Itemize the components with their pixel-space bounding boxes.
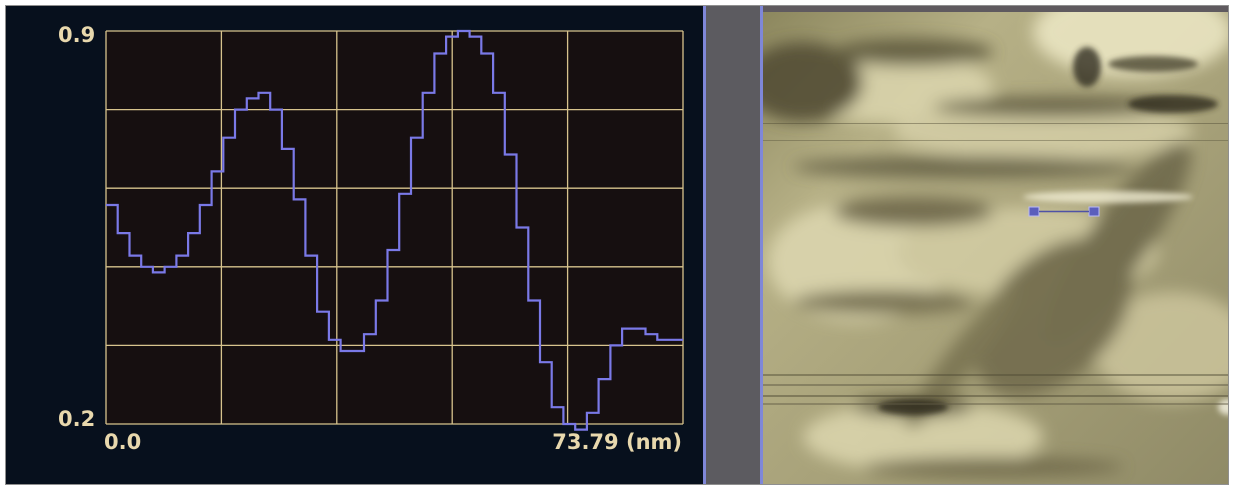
x-axis-end-label: 73.79 (nm) bbox=[552, 430, 682, 454]
line-profile-panel: 0.9 0.2 0.0 73.79 (nm) bbox=[6, 6, 703, 484]
screenshot-frame: 0.9 0.2 0.0 73.79 (nm) bbox=[5, 5, 1229, 485]
topography-image-panel bbox=[763, 12, 1228, 484]
line-profile-chart: 0.9 0.2 0.0 73.79 (nm) bbox=[58, 23, 684, 454]
y-axis-bottom-label: 0.2 bbox=[58, 407, 95, 431]
grid-lines bbox=[105, 30, 684, 425]
profile-series-line bbox=[106, 29, 683, 431]
plot-area bbox=[106, 31, 683, 424]
panel-divider bbox=[703, 6, 763, 484]
y-axis-top-label: 0.9 bbox=[58, 23, 95, 47]
profile-marker[interactable] bbox=[1028, 206, 1100, 217]
x-axis-start-label: 0.0 bbox=[104, 430, 141, 454]
topography-image bbox=[763, 12, 1228, 484]
